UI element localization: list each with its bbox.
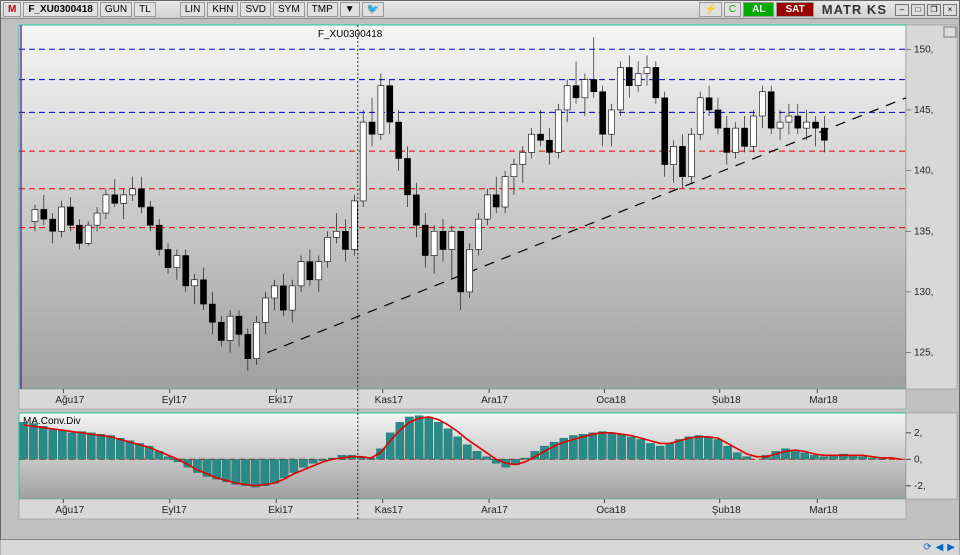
svg-text:Ağu17: Ağu17: [55, 505, 84, 516]
khn-button[interactable]: KHN: [207, 2, 238, 17]
svg-text:Oca18: Oca18: [596, 505, 626, 516]
svg-text:Eki17: Eki17: [268, 505, 293, 516]
svg-text:Kas17: Kas17: [375, 395, 404, 406]
svg-text:F_XU0300418: F_XU0300418: [318, 29, 383, 40]
svg-text:Ara17: Ara17: [481, 395, 508, 406]
symbol-label[interactable]: F_XU0300418: [23, 2, 98, 17]
nav-right-icon[interactable]: ▶: [947, 542, 955, 553]
currency-button[interactable]: TL: [134, 2, 156, 17]
sell-button[interactable]: SAT: [776, 2, 813, 17]
status-bar: ⟳ ◀ ▶: [1, 539, 959, 555]
max-icon[interactable]: □: [911, 4, 925, 16]
svg-text:Şub18: Şub18: [712, 395, 741, 406]
svg-text:Ağu17: Ağu17: [55, 395, 84, 406]
twitter-icon[interactable]: 🐦: [362, 2, 384, 17]
svg-text:140,: 140,: [914, 166, 933, 177]
tmp-button[interactable]: TMP: [307, 2, 338, 17]
svg-text:-2,: -2,: [914, 481, 926, 492]
svg-text:145,: 145,: [914, 105, 933, 116]
sync-icon[interactable]: ⟳: [923, 542, 931, 553]
svg-text:Oca18: Oca18: [596, 395, 626, 406]
period-button[interactable]: GUN: [100, 2, 132, 17]
nav-left-icon[interactable]: ◀: [936, 542, 944, 553]
svg-text:130,: 130,: [914, 287, 933, 298]
svg-text:Şub18: Şub18: [712, 505, 741, 516]
close-icon[interactable]: ×: [943, 4, 957, 16]
refresh-icon[interactable]: C: [724, 2, 741, 17]
chart-svg: 125, 130, 135, 140, 145, 150, F_XU0300418 Ağu17…: [1, 19, 959, 523]
brand-logo: MATR KS: [816, 2, 893, 17]
lin-button[interactable]: LIN: [180, 2, 206, 17]
toolbar: M F_XU0300418 GUN TL LIN KHN SVD SYM TMP…: [1, 1, 959, 19]
buy-button[interactable]: AL: [743, 2, 774, 17]
svg-text:Kas17: Kas17: [375, 505, 404, 516]
svg-text:135,: 135,: [914, 226, 933, 237]
svg-text:2,: 2,: [914, 428, 922, 439]
svg-text:Ara17: Ara17: [481, 505, 508, 516]
svg-text:125,: 125,: [914, 348, 933, 359]
svg-text:150,: 150,: [914, 44, 933, 55]
logo-icon: M: [3, 2, 21, 17]
sym-button[interactable]: SYM: [273, 2, 305, 17]
svd-button[interactable]: SVD: [240, 2, 271, 17]
restore-icon[interactable]: ❐: [927, 4, 941, 16]
chart-window: M F_XU0300418 GUN TL LIN KHN SVD SYM TMP…: [0, 0, 960, 540]
svg-text:0,: 0,: [914, 454, 922, 465]
min-icon[interactable]: –: [895, 4, 909, 16]
dropdown-icon[interactable]: ▼: [340, 2, 360, 17]
svg-text:Mar18: Mar18: [809, 505, 838, 516]
svg-text:Eyl17: Eyl17: [162, 505, 187, 516]
svg-text:Mar18: Mar18: [809, 395, 838, 406]
svg-text:Eyl17: Eyl17: [162, 395, 187, 406]
svg-text:Eki17: Eki17: [268, 395, 293, 406]
flash-icon[interactable]: ⚡: [699, 2, 721, 17]
chart-area[interactable]: 125, 130, 135, 140, 145, 150, F_XU0300418 Ağu17…: [1, 19, 959, 539]
